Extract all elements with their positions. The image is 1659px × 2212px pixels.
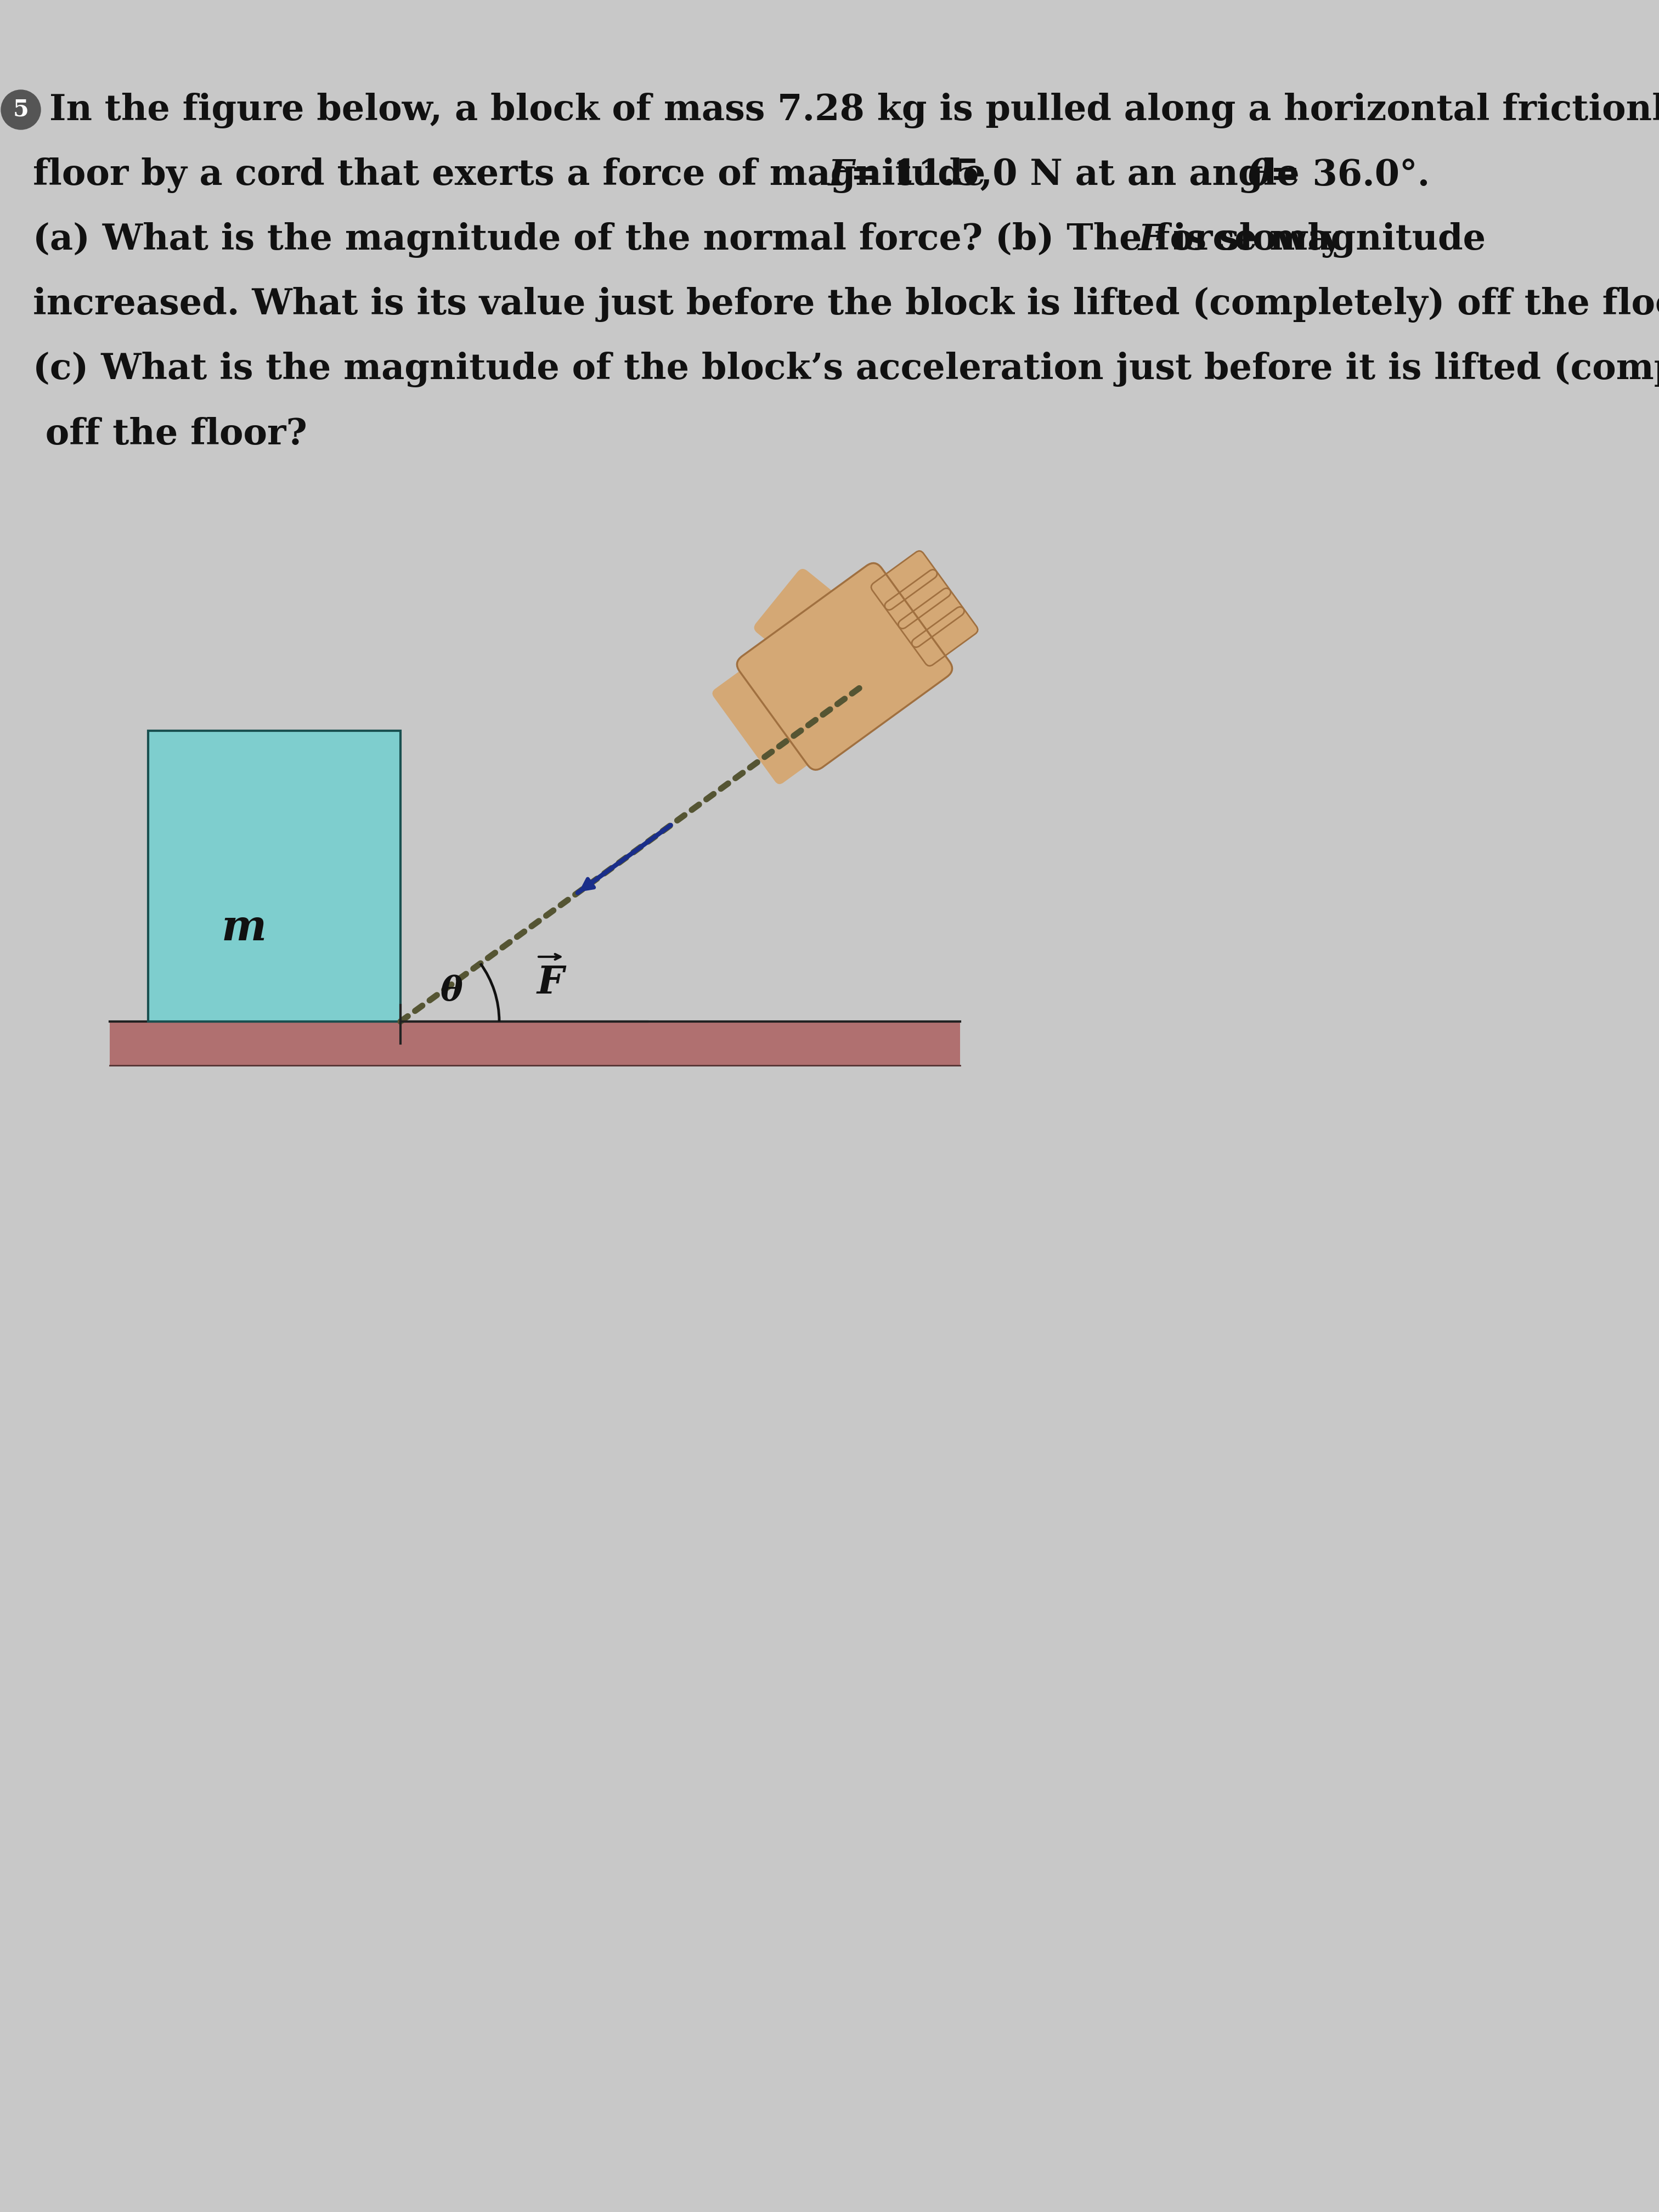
Text: F: F [828, 157, 854, 192]
Circle shape [2, 91, 40, 131]
Text: floor by a cord that exerts a force of magnitude: floor by a cord that exerts a force of m… [33, 157, 999, 192]
Text: = 11.5,0 N at an angle: = 11.5,0 N at an angle [851, 157, 1312, 192]
Bar [148, 730, 400, 1022]
FancyBboxPatch shape [884, 568, 951, 628]
FancyBboxPatch shape [737, 564, 952, 770]
FancyBboxPatch shape [898, 588, 964, 648]
Text: (a) What is the magnitude of the normal force? (b) The force magnitude: (a) What is the magnitude of the normal … [33, 223, 1498, 259]
FancyBboxPatch shape [871, 551, 937, 611]
Text: θ: θ [1248, 157, 1272, 192]
Text: off the floor?: off the floor? [33, 416, 307, 451]
FancyBboxPatch shape [713, 659, 826, 783]
Text: is slowly: is slowly [1160, 223, 1342, 259]
Text: = 36.0°.: = 36.0°. [1271, 157, 1430, 192]
Text: 5: 5 [13, 97, 28, 122]
Text: F: F [538, 964, 564, 1002]
Text: In the figure below, a block of mass 7.28 kg is pulled along a horizontal fricti: In the figure below, a block of mass 7.2… [50, 93, 1659, 128]
Text: F: F [1138, 223, 1165, 259]
Bar [148, 730, 400, 1022]
Bar [109, 1022, 961, 1066]
Text: m: m [221, 907, 267, 949]
FancyBboxPatch shape [755, 568, 833, 653]
Text: (c) What is the magnitude of the block’s acceleration just before it is lifted (: (c) What is the magnitude of the block’s… [33, 352, 1659, 387]
Text: increased. What is its value just before the block is lifted (completely) off th: increased. What is its value just before… [33, 288, 1659, 323]
FancyBboxPatch shape [912, 606, 977, 666]
Text: θ: θ [441, 975, 463, 1009]
